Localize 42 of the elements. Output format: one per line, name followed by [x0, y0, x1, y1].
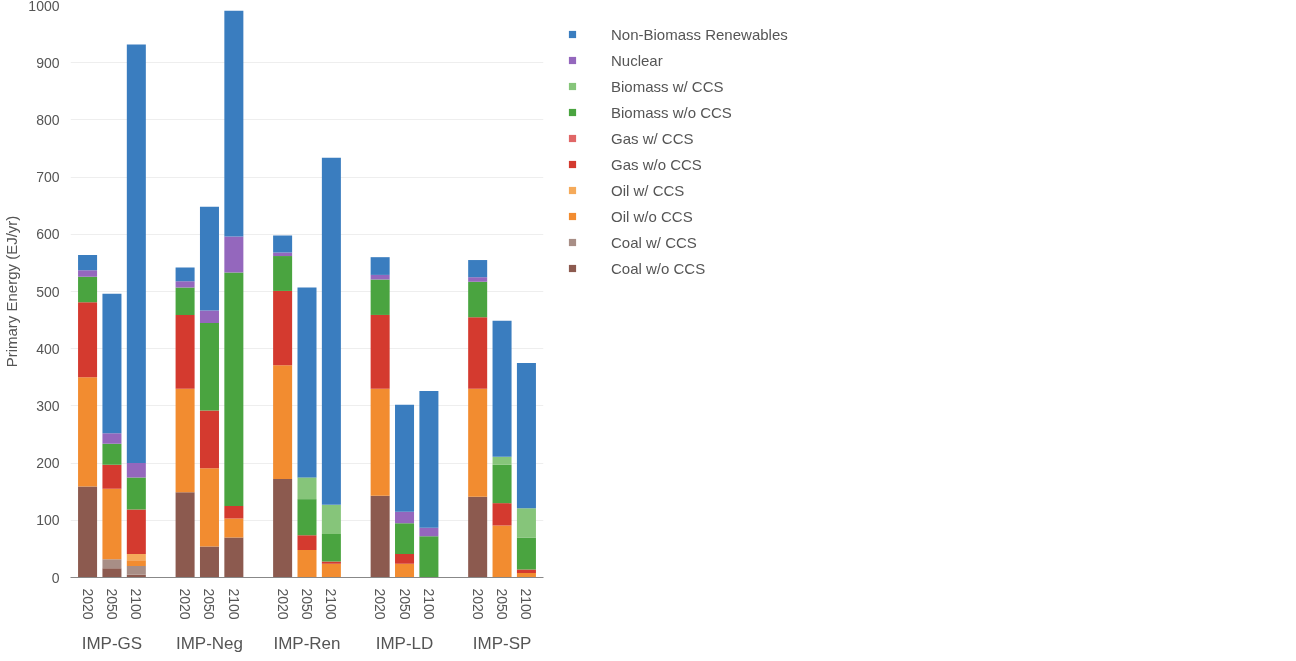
legend-label: Biomass w/ CCS: [611, 77, 724, 95]
y-tick-label: 700: [36, 169, 60, 186]
x-tick-label: 2020: [274, 588, 291, 620]
y-tick-label: 200: [36, 455, 60, 472]
x-tick-label: 2050: [201, 588, 218, 620]
y-tick-label: 100: [36, 512, 60, 529]
y-tick-label: 0: [51, 569, 60, 586]
legend-label: Biomass w/o CCS: [611, 103, 732, 121]
x-tick-label: 2050: [396, 588, 413, 620]
y-tick-label: 900: [36, 54, 60, 71]
x-tick-label: 2020: [177, 588, 194, 620]
legend-label: Nuclear: [611, 51, 663, 69]
y-tick-label: 500: [36, 283, 60, 300]
y-tick-label: 300: [36, 397, 60, 414]
y-tick-label: 800: [36, 111, 60, 128]
x-tick-label: 2020: [79, 588, 96, 620]
x-tick-label: 2100: [420, 588, 437, 620]
x-tick-label: 2050: [103, 588, 120, 620]
x-tick-label: 2020: [372, 588, 389, 620]
x-tick-label: 2100: [225, 588, 242, 620]
x-tick-label: 2100: [128, 588, 145, 620]
x-tick-label: 2100: [323, 588, 340, 620]
text: IMP-LD: [375, 633, 434, 653]
y-tick-label: 1000: [28, 0, 60, 14]
text: IMP-SP: [472, 633, 532, 653]
text: IMP-Ren: [273, 633, 341, 653]
y-axis-title: Primary Energy (EJ/yr): [3, 215, 21, 368]
legend-label: Coal w/o CCS: [611, 259, 706, 277]
legend-label: Gas w/ CCS: [611, 129, 694, 147]
legend-label: Oil w/ CCS: [611, 181, 685, 199]
text: IMP-GS: [81, 633, 143, 653]
y-tick-label: 400: [36, 340, 60, 357]
legend-label: Coal w/ CCS: [611, 233, 697, 251]
x-tick-label: 2050: [299, 588, 315, 620]
legend-label: Gas w/o CCS: [611, 155, 702, 173]
y-tick-label: 600: [36, 226, 60, 243]
x-tick-label: 2050: [494, 588, 511, 620]
legend-label: Oil w/o CCS: [611, 207, 693, 225]
x-tick-label: 2020: [469, 588, 486, 620]
text: IMP-Neg: [175, 633, 244, 653]
x-tick-label: 2100: [518, 588, 535, 620]
legend-label: Non-Biomass Renewables: [611, 25, 788, 43]
